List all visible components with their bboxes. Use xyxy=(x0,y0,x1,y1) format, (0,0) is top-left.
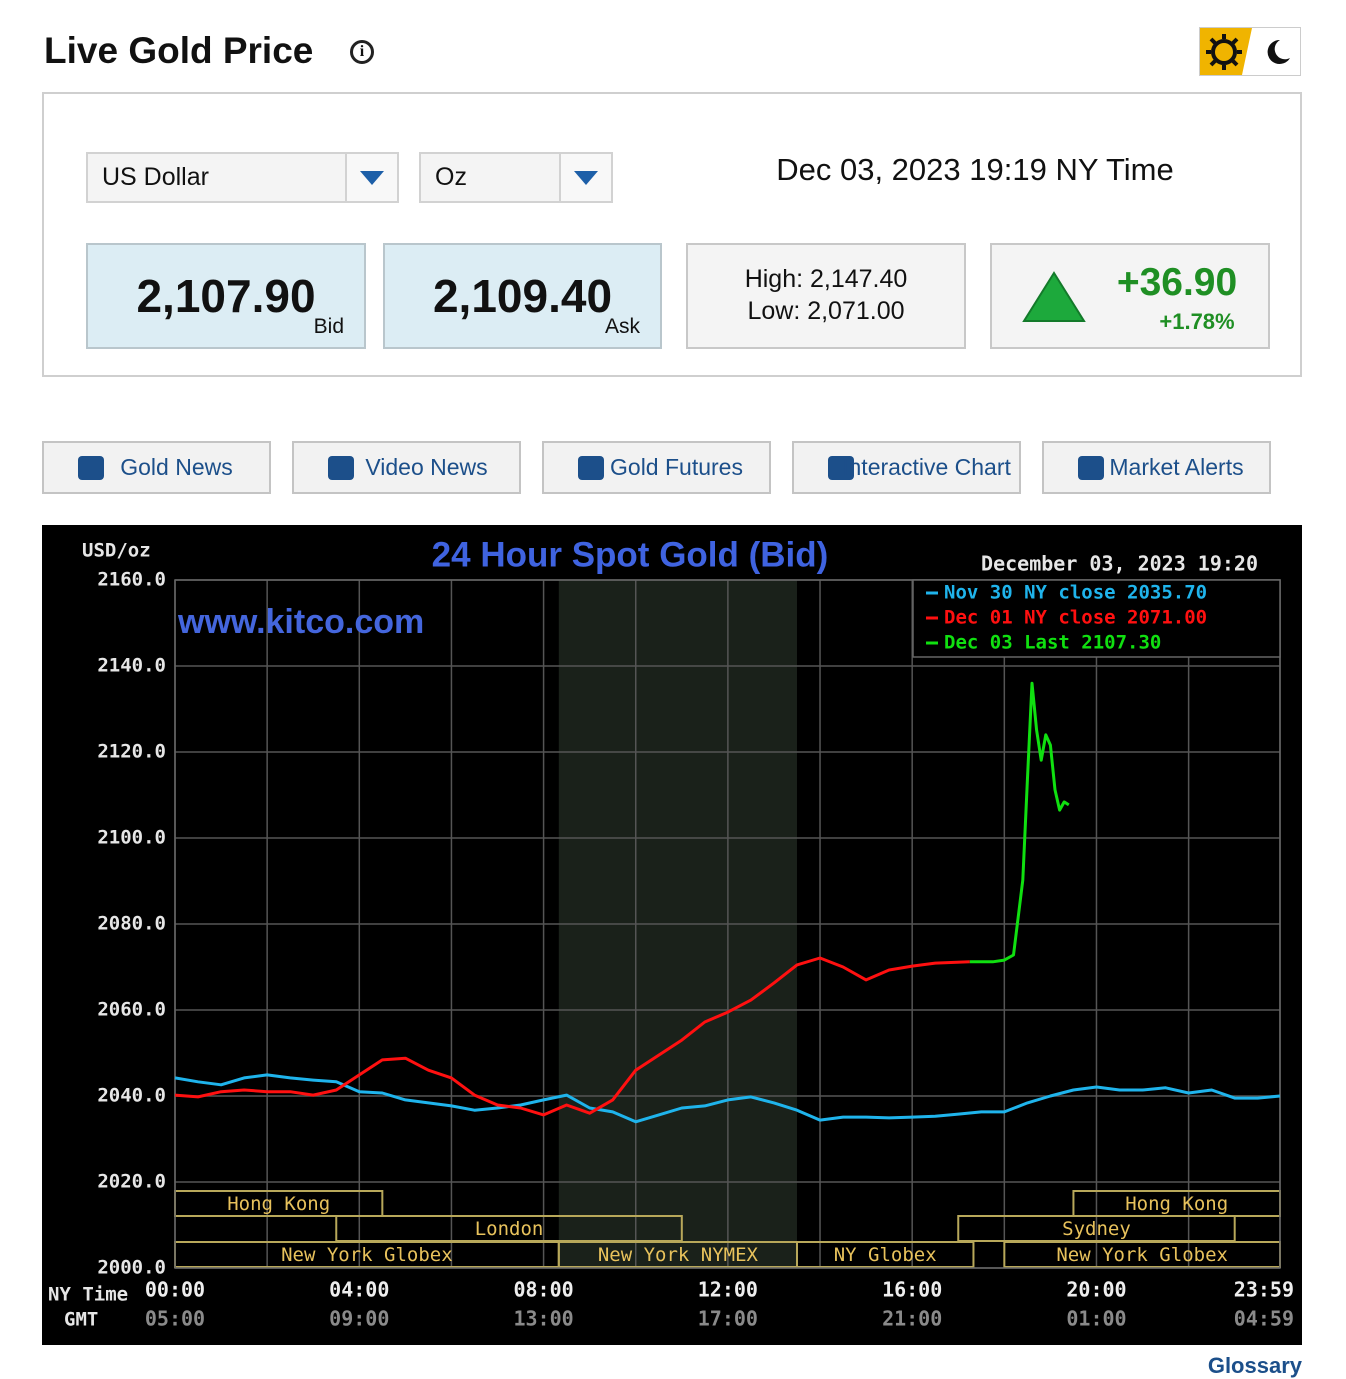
x2-tick-label: 01:00 xyxy=(1066,1307,1126,1331)
x2-axis-label: GMT xyxy=(64,1309,98,1331)
sun-icon xyxy=(1211,39,1237,65)
currency-text: US Dollar xyxy=(102,163,209,191)
nav-icon xyxy=(578,456,604,480)
session-box xyxy=(795,1241,975,1268)
session-label: New York Globex xyxy=(281,1244,453,1266)
change-percent: +1.78% xyxy=(1159,309,1235,334)
chart-timestamp: December 03, 2023 19:20 xyxy=(981,552,1258,576)
unit-select[interactable]: Oz xyxy=(419,152,613,203)
y-tick-label: 2040.0 xyxy=(97,1085,166,1107)
nav-icon xyxy=(1078,456,1104,480)
legend-box xyxy=(912,579,1281,658)
theme-toggle[interactable] xyxy=(1199,27,1301,76)
nav-button[interactable]: Market Alerts xyxy=(1042,441,1271,494)
x2-tick-label: 17:00 xyxy=(698,1307,758,1331)
nav-button[interactable]: Interactive Chart xyxy=(792,441,1021,494)
legend-label: Nov 30 NY close 2035.70 xyxy=(944,582,1207,604)
currency-select[interactable]: US Dollar xyxy=(86,152,399,203)
ask-price: 2,109.40 xyxy=(432,270,613,322)
x-tick-label: 12:00 xyxy=(698,1278,758,1302)
nav-icon xyxy=(78,456,104,480)
bid-label: Bid xyxy=(313,315,344,338)
ask-label: Ask xyxy=(604,315,640,338)
nav-button[interactable]: Gold News xyxy=(42,441,271,494)
high-text: High: 2,147.40 xyxy=(744,265,908,293)
series-line xyxy=(174,1073,1281,1124)
plot-frame xyxy=(174,579,1281,1269)
session-label: NY Globex xyxy=(834,1244,937,1266)
x2-tick-label: 04:59 xyxy=(1234,1307,1294,1331)
dropdown-arrow xyxy=(345,154,397,201)
sun-rays xyxy=(1206,34,1242,70)
y-tick-label: 2000.0 xyxy=(97,1257,166,1279)
legend-label: Dec 01 NY close 2071.00 xyxy=(944,607,1207,629)
session-label: Sydney xyxy=(1062,1218,1131,1240)
change-value: +36.90 xyxy=(1116,261,1238,304)
watermark: www.kitco.com xyxy=(177,603,424,641)
bid-price: 2,107.90 xyxy=(136,270,316,322)
nav-label: Gold Futures xyxy=(610,454,743,480)
nav-label: Market Alerts xyxy=(1109,454,1244,480)
moon-icon xyxy=(1267,39,1290,64)
session-label: Hong Kong xyxy=(227,1193,330,1215)
nav-label: Interactive Chart xyxy=(842,454,1011,480)
price-panel xyxy=(42,92,1302,377)
timestamp: Dec 03, 2023 19:19 NY Time xyxy=(776,152,1174,187)
info-icon[interactable]: i xyxy=(350,40,374,64)
x2-tick-label: 13:00 xyxy=(513,1307,573,1331)
nav-label: Gold News xyxy=(120,454,233,480)
ask-box: 2,109.40 Ask xyxy=(383,243,662,349)
y-axis-label: USD/oz xyxy=(82,540,151,562)
unit-text: Oz xyxy=(435,163,467,191)
page-title: Live Gold Price xyxy=(44,30,314,71)
x-tick-label: 08:00 xyxy=(513,1278,573,1302)
x2-tick-label: 09:00 xyxy=(329,1307,389,1331)
y-tick-label: 2100.0 xyxy=(97,827,166,849)
session-label: London xyxy=(475,1218,544,1240)
x-tick-label: 20:00 xyxy=(1066,1278,1126,1302)
x2-tick-label: 05:00 xyxy=(145,1307,205,1331)
nav-button[interactable]: Gold Futures xyxy=(542,441,771,494)
x-tick-label: 16:00 xyxy=(882,1278,942,1302)
low-text: Low: 2,071.00 xyxy=(747,297,905,325)
legend-label: Dec 03 Last 2107.30 xyxy=(944,632,1161,654)
nav-icon xyxy=(328,456,354,480)
chart-title: 24 Hour Spot Gold (Bid) xyxy=(432,535,829,574)
x-tick-label: 04:00 xyxy=(329,1278,389,1302)
x2-tick-label: 21:00 xyxy=(882,1307,942,1331)
x-tick-label: 23:59 xyxy=(1234,1278,1294,1302)
session-label: New York Globex xyxy=(1056,1244,1228,1266)
y-tick-label: 2160.0 xyxy=(97,569,166,591)
session-label: Hong Kong xyxy=(1125,1193,1228,1215)
series-line xyxy=(174,956,970,1117)
up-triangle xyxy=(1022,271,1086,322)
y-tick-label: 2120.0 xyxy=(97,741,166,763)
series-line xyxy=(969,681,1070,964)
glossary-link[interactable]: Glossary xyxy=(1207,1353,1302,1378)
x-axis-label: NY Time xyxy=(48,1284,128,1306)
chart: 2000.0 2020.0 2040.0 2060.0 2080.0 2100.0 2120… xyxy=(42,525,1302,1345)
dropdown-arrow xyxy=(559,154,611,201)
high-low-box: High: 2,147.40 Low: 2,071.00 xyxy=(686,243,966,349)
x-tick-label: 00:00 xyxy=(145,1278,205,1302)
toggle-icons xyxy=(1200,28,1290,75)
nav-button[interactable]: Video News xyxy=(292,441,521,494)
session-label: New York NYMEX xyxy=(598,1244,759,1266)
up-arrow xyxy=(1022,271,1086,322)
nav-icon xyxy=(828,456,854,480)
y-tick-label: 2060.0 xyxy=(97,999,166,1021)
nav-label: Video News xyxy=(365,454,488,480)
change-box: +36.90 +1.78% xyxy=(990,243,1270,349)
y-tick-label: 2140.0 xyxy=(97,655,166,677)
bid-box: 2,107.90 Bid xyxy=(86,243,366,349)
y-tick-label: 2080.0 xyxy=(97,913,166,935)
y-tick-label: 2020.0 xyxy=(97,1171,166,1193)
